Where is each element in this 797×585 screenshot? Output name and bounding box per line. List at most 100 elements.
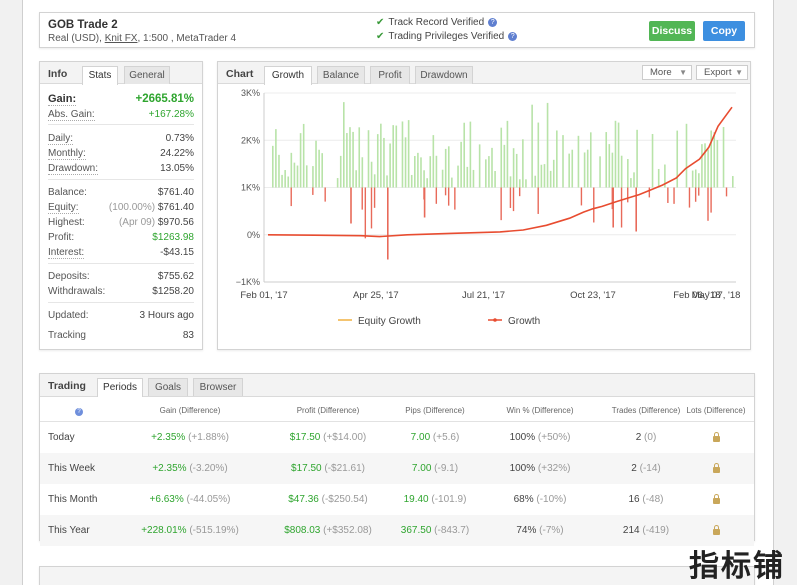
x-tick-label: Feb 01, '17 xyxy=(240,290,287,301)
y-tick-label: 3K% xyxy=(241,88,260,98)
profit-bar xyxy=(657,168,660,188)
help-icon[interactable]: ? xyxy=(75,408,83,416)
tab-balance[interactable]: Balance xyxy=(317,66,365,84)
profit-bar xyxy=(630,178,632,188)
lots-cell xyxy=(676,463,756,474)
lock-icon xyxy=(712,432,720,442)
tab-periods[interactable]: Periods xyxy=(97,378,143,397)
profit-bar xyxy=(586,149,589,188)
profit-bar xyxy=(512,148,515,188)
check-icon: ✔ xyxy=(376,17,385,28)
win-value: 74% xyxy=(516,525,537,536)
pips-diff: (+5.6) xyxy=(432,432,460,443)
trades-diff: (-419) xyxy=(642,525,670,536)
loss-bar xyxy=(312,187,314,195)
tab-profit[interactable]: Profit xyxy=(370,66,410,84)
trades-value: 2 xyxy=(635,432,642,443)
y-tick-label: −1K% xyxy=(236,277,260,287)
drawdown-row: Drawdown: 13.05% xyxy=(48,163,194,175)
lock-icon xyxy=(712,494,720,504)
loss-bar xyxy=(707,187,709,221)
profit-bar xyxy=(376,134,379,188)
loss-bar xyxy=(324,187,326,202)
profit-bar xyxy=(315,140,317,188)
profit-bar xyxy=(358,127,361,188)
profit-bar xyxy=(441,169,444,188)
balance-value: $761.40 xyxy=(157,187,194,198)
tab-browser[interactable]: Browser xyxy=(193,378,243,396)
win-diff: (-10%) xyxy=(536,494,567,505)
y-tick-label: 1K% xyxy=(241,183,260,193)
tab-info[interactable]: Info xyxy=(48,68,68,80)
table-row: This Month +6.63% (-44.05%) $47.36 (-$250.… xyxy=(40,484,754,515)
profit-bar xyxy=(447,146,450,188)
gain-label: Gain: xyxy=(48,93,77,106)
win-diff: (-7%) xyxy=(539,525,564,536)
page: GOB Trade 2 Real (USD), Knit FX, 1:500 ,… xyxy=(22,0,774,585)
discuss-button[interactable]: Discuss xyxy=(649,21,695,41)
tab-drawdown[interactable]: Drawdown xyxy=(415,66,473,84)
loss-bar xyxy=(673,187,675,204)
profit-bar xyxy=(392,125,395,188)
profit-bar xyxy=(361,157,364,188)
profit-bar xyxy=(698,173,700,188)
drawdown-value: 13.05% xyxy=(160,163,194,174)
equity-percent: (100.00%) xyxy=(108,202,156,213)
trades-cell: 2 (-14) xyxy=(591,463,701,474)
loss-bar xyxy=(667,187,669,203)
updated-label: Updated: xyxy=(48,310,89,321)
x-tick-label: May 07, '18 xyxy=(692,290,741,301)
period-cell: This Year xyxy=(48,525,90,536)
broker-link[interactable]: Knit FX xyxy=(104,33,138,44)
loss-bar xyxy=(373,187,376,208)
profit-bar xyxy=(707,149,709,188)
profit-bar xyxy=(518,179,521,188)
profit-bar xyxy=(336,178,339,188)
tab-general[interactable]: General xyxy=(124,66,170,84)
profit-bar xyxy=(417,152,419,188)
x-tick-label: Oct 23, '17 xyxy=(570,290,616,301)
info-icon[interactable]: ? xyxy=(488,18,498,27)
tab-goals[interactable]: Goals xyxy=(148,378,188,396)
chart-y-ticks: 3K% 2K% 1K% 0% −1K% xyxy=(236,88,260,287)
profit-bar xyxy=(494,171,496,188)
col-profit: Profit (Difference) xyxy=(296,406,360,415)
updated-value: 3 Hours ago xyxy=(139,310,194,321)
trades-diff: (0) xyxy=(644,432,657,443)
more-dropdown[interactable]: More ▼ xyxy=(642,65,692,80)
chart-tabbar: Chart Growth Balance Profit Drawdown Mor… xyxy=(218,62,750,85)
profit-bar xyxy=(466,166,469,188)
profit-bar xyxy=(457,165,459,188)
profit-bar xyxy=(713,132,716,188)
info-icon[interactable]: ? xyxy=(508,32,518,41)
profit-bar xyxy=(685,123,688,188)
pips-cell: 7.00 (+5.6) xyxy=(390,432,480,443)
profit-bar xyxy=(627,159,629,188)
trades-value: 16 xyxy=(628,494,640,505)
profit-bar xyxy=(633,172,635,188)
trades-cell: 214 (-419) xyxy=(591,525,701,536)
highest-row: Highest: (Apr 09) $970.56 xyxy=(48,217,194,228)
loss-bar xyxy=(694,187,697,202)
copy-button[interactable]: Copy xyxy=(703,21,745,41)
profit-bar xyxy=(346,133,348,188)
period-cell: This Week xyxy=(48,463,96,474)
profit-bar xyxy=(506,120,509,188)
chart-bars xyxy=(272,102,734,260)
profit-bar xyxy=(339,155,342,188)
tracking-row: Tracking 83 xyxy=(48,330,194,341)
trading-privileges-verified: ✔ Trading Privileges Verified? xyxy=(376,31,518,42)
profit-bar xyxy=(620,155,623,188)
account-name: GOB Trade 2 xyxy=(48,19,118,31)
x-tick-label: Feb 06, '18 xyxy=(673,290,720,301)
tab-stats[interactable]: Stats xyxy=(82,66,118,85)
loss-bar xyxy=(688,187,691,208)
profit-bar xyxy=(583,152,586,188)
export-dropdown[interactable]: Export ▼ xyxy=(696,65,748,80)
profit-bar xyxy=(546,102,549,188)
trading-tabbar: Trading Periods Goals Browser xyxy=(40,374,754,397)
tab-growth[interactable]: Growth xyxy=(264,66,312,85)
profit-bar xyxy=(701,144,703,188)
profit-bar xyxy=(704,143,706,188)
legend-marker xyxy=(493,318,497,322)
